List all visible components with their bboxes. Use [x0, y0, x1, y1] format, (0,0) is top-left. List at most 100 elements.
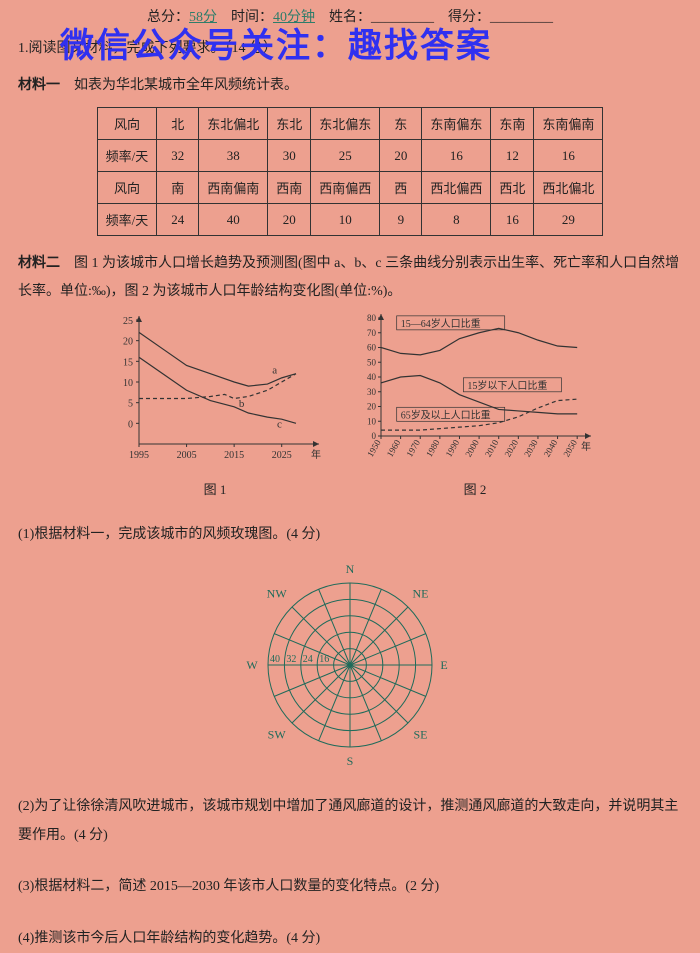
svg-text:1980: 1980	[424, 438, 442, 459]
subq2-text: (2)为了让徐徐清风吹进城市，该城市规划中增加了通风廊道的设计，推测通风廊道的大…	[18, 799, 678, 843]
cell: 西北偏西	[422, 172, 491, 204]
cell: 北	[157, 108, 199, 140]
cell: 西	[380, 172, 422, 204]
chart-2-svg: 0102030405060708019501960197019801990200…	[355, 312, 595, 472]
cell: 10	[311, 204, 380, 236]
material-1-label: 材料一	[18, 78, 60, 93]
wind-frequency-table: 风向 北 东北偏北 东北 东北偏东 东 东南偏东 东南 东南偏南 频率/天 32…	[97, 107, 604, 236]
cell: 东南偏东	[422, 108, 491, 140]
cell: 38	[199, 140, 268, 172]
svg-text:c: c	[277, 419, 282, 431]
cell: 16	[491, 204, 534, 236]
cell: 8	[422, 204, 491, 236]
svg-text:70: 70	[367, 328, 377, 338]
material-2: 材料二 图 1 为该城市人口增长趋势及预测图(图中 a、b、c 三条曲线分别表示…	[18, 250, 682, 306]
svg-text:1960: 1960	[385, 438, 403, 459]
subquestion-4: (4)推测该市今后人口年龄结构的变化趋势。(4 分)	[18, 924, 682, 953]
cell: 16	[534, 140, 603, 172]
row-header: 频率/天	[97, 140, 157, 172]
cell: 西北	[491, 172, 534, 204]
cell: 9	[380, 204, 422, 236]
svg-text:60: 60	[367, 343, 377, 353]
cell: 南	[157, 172, 199, 204]
chart-2-caption: 图 2	[355, 479, 595, 498]
cell: 29	[534, 204, 603, 236]
svg-text:2000: 2000	[463, 438, 481, 459]
svg-text:40: 40	[270, 654, 280, 665]
svg-text:65岁及以上人口比重: 65岁及以上人口比重	[401, 408, 491, 421]
svg-text:年: 年	[581, 440, 591, 453]
cell: 24	[157, 204, 199, 236]
svg-text:2050: 2050	[561, 438, 579, 459]
svg-text:2030: 2030	[522, 438, 540, 459]
subquestion-1: (1)根据材料一，完成该城市的风频玫瑰图。(4 分)	[18, 520, 682, 549]
svg-text:15—64岁人口比重: 15—64岁人口比重	[401, 317, 481, 330]
svg-text:30: 30	[367, 387, 377, 397]
cell: 东南偏南	[534, 108, 603, 140]
svg-text:20: 20	[123, 337, 133, 348]
svg-text:2020: 2020	[502, 438, 520, 459]
chart-2-box: 0102030405060708019501960197019801990200…	[355, 312, 595, 498]
row-header: 风向	[97, 108, 157, 140]
cell: 12	[491, 140, 534, 172]
svg-text:N: N	[346, 562, 355, 576]
svg-text:32: 32	[286, 654, 296, 665]
chart-1-caption: 图 1	[105, 479, 325, 498]
cell: 西北偏北	[534, 172, 603, 204]
svg-text:2025: 2025	[272, 450, 292, 461]
svg-text:2005: 2005	[177, 450, 197, 461]
row-header: 频率/天	[97, 204, 157, 236]
svg-text:0: 0	[128, 420, 133, 431]
subquestion-3: (3)根据材料二，简述 2015—2030 年该市人口数量的变化特点。(2 分)	[18, 872, 682, 901]
material-1: 材料一 如表为华北某城市全年风频统计表。	[18, 73, 682, 100]
cell: 40	[199, 204, 268, 236]
svg-text:E: E	[440, 658, 447, 672]
subquestion-2: (2)为了让徐徐清风吹进城市，该城市规划中增加了通风廊道的设计，推测通风廊道的大…	[18, 792, 682, 851]
svg-text:10: 10	[123, 378, 133, 389]
cell: 东	[380, 108, 422, 140]
cell: 32	[157, 140, 199, 172]
cell: 20	[268, 204, 311, 236]
svg-text:1950: 1950	[365, 438, 383, 459]
table-row: 风向 北 东北偏北 东北 东北偏东 东 东南偏东 东南 东南偏南	[97, 108, 603, 140]
score-blank: _________	[490, 10, 553, 25]
svg-text:a: a	[272, 365, 277, 377]
svg-text:25: 25	[123, 316, 133, 327]
wind-rose-svg: 16243240NNEESESSWWNW	[220, 560, 480, 770]
cell: 西南	[268, 172, 311, 204]
table-row: 风向 南 西南偏南 西南 西南偏西 西 西北偏西 西北 西北偏北	[97, 172, 603, 204]
cell: 东北偏北	[199, 108, 268, 140]
svg-text:SE: SE	[413, 727, 427, 741]
svg-text:2040: 2040	[542, 438, 560, 459]
svg-text:80: 80	[367, 313, 377, 323]
svg-text:15: 15	[123, 358, 133, 369]
svg-text:2015: 2015	[224, 450, 244, 461]
table-row: 频率/天 32 38 30 25 20 16 12 16	[97, 140, 603, 172]
cell: 30	[268, 140, 311, 172]
svg-text:24: 24	[303, 654, 313, 665]
svg-text:NW: NW	[267, 586, 288, 600]
svg-text:1990: 1990	[444, 438, 462, 459]
svg-text:年: 年	[311, 448, 321, 461]
svg-text:W: W	[246, 658, 258, 672]
cell: 20	[380, 140, 422, 172]
table-row: 频率/天 24 40 20 10 9 8 16 29	[97, 204, 603, 236]
svg-text:NE: NE	[413, 586, 429, 600]
svg-text:40: 40	[367, 372, 377, 382]
svg-text:1995: 1995	[129, 450, 149, 461]
svg-text:2010: 2010	[483, 438, 501, 459]
cell: 16	[422, 140, 491, 172]
chart-1-box: 05101520251995200520152025年abc 图 1	[105, 312, 325, 498]
svg-text:S: S	[347, 754, 354, 768]
cell: 东北	[268, 108, 311, 140]
cell: 东南	[491, 108, 534, 140]
svg-text:b: b	[239, 398, 245, 410]
svg-text:SW: SW	[268, 727, 287, 741]
cell: 25	[311, 140, 380, 172]
material-1-text: 如表为华北某城市全年风频统计表。	[74, 78, 298, 93]
svg-text:1970: 1970	[404, 438, 422, 459]
cell: 东北偏东	[311, 108, 380, 140]
svg-text:15岁以下人口比重: 15岁以下人口比重	[467, 379, 547, 392]
row-header: 风向	[97, 172, 157, 204]
material-2-label: 材料二	[18, 256, 60, 271]
